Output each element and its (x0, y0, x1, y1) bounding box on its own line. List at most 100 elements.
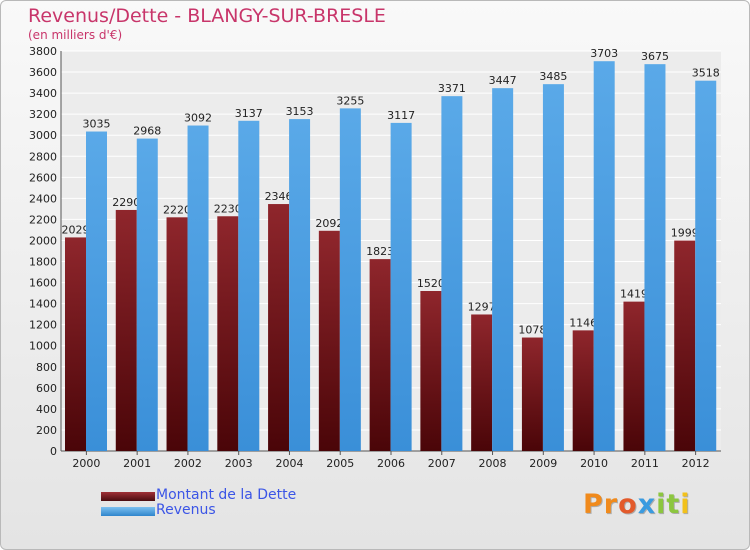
bar-dette (268, 204, 290, 451)
bar-revenus (644, 64, 666, 451)
data-label-revenus: 2968 (133, 125, 161, 138)
legend-swatch-revenus (101, 507, 155, 516)
y-tick-label: 3400 (29, 87, 57, 100)
data-label-dette: 1297 (468, 300, 496, 313)
bar-dette (115, 209, 137, 451)
data-label-revenus: 3137 (235, 107, 263, 120)
y-tick-label: 2400 (29, 192, 57, 205)
y-tick-label: 800 (36, 361, 57, 374)
bar-dette (318, 230, 340, 451)
logo-letter: t (666, 489, 681, 520)
bar-revenus (492, 88, 514, 451)
chart-title: Revenus/Dette - BLANGY-SUR-BRESLE (28, 5, 386, 27)
bar-dette (369, 259, 391, 451)
bar-revenus (542, 84, 564, 451)
y-tick-label: 600 (36, 382, 57, 395)
data-label-revenus: 3485 (539, 70, 567, 83)
y-tick-label: 2600 (29, 171, 57, 184)
y-tick-label: 3200 (29, 108, 57, 121)
logo-letter: o (618, 489, 638, 520)
data-label-revenus: 3092 (184, 112, 212, 125)
x-tick-label: 2001 (123, 457, 151, 470)
x-tick-label: 2004 (275, 457, 303, 470)
bar-dette (471, 314, 493, 451)
data-label-dette: 2029 (62, 223, 90, 236)
logo-letter: i (656, 489, 667, 520)
y-tick-label: 1200 (29, 319, 57, 332)
y-tick-label: 2000 (29, 234, 57, 247)
bar-dette (65, 237, 86, 451)
bar-dette (166, 217, 188, 451)
bar-revenus (238, 120, 260, 451)
bar-revenus (441, 96, 463, 451)
x-tick-label: 2005 (326, 457, 354, 470)
bar-revenus (187, 125, 209, 452)
chart-subtitle: (en milliers d'€) (28, 28, 123, 42)
data-label-revenus: 3153 (286, 105, 314, 118)
x-tick-label: 2010 (580, 457, 608, 470)
x-tick-label: 2012 (682, 457, 710, 470)
data-label-dette: 2092 (315, 217, 343, 230)
bar-dette (623, 301, 645, 451)
bar-dette (420, 291, 442, 451)
proxiti-logo: Proxiti (583, 489, 691, 520)
y-tick-label: 1400 (29, 298, 57, 311)
y-tick-label: 1000 (29, 340, 57, 353)
legend-label-dette: Montant de la Dette (156, 487, 297, 503)
data-label-revenus: 3675 (641, 50, 669, 63)
data-label-revenus: 3447 (489, 74, 517, 87)
x-tick-label: 2008 (479, 457, 507, 470)
data-label-dette: 1999 (671, 227, 699, 240)
legend-label-revenus: Revenus (156, 502, 216, 518)
y-tick-label: 0 (50, 445, 57, 458)
x-tick-label: 2006 (377, 457, 405, 470)
x-tick-label: 2003 (225, 457, 253, 470)
x-tick-label: 2007 (428, 457, 456, 470)
legend-swatch-dette (101, 492, 155, 501)
data-label-revenus: 3371 (438, 82, 466, 95)
bar-revenus (136, 138, 158, 451)
y-tick-label: 3800 (29, 45, 57, 58)
bar-dette (674, 240, 696, 451)
y-tick-label: 3600 (29, 66, 57, 79)
bar-revenus (86, 131, 107, 452)
y-tick-label: 1600 (29, 277, 57, 290)
bar-dette (217, 216, 239, 451)
data-label-revenus: 3117 (387, 109, 415, 122)
data-label-revenus: 3518 (692, 67, 720, 80)
y-tick-label: 400 (36, 403, 57, 416)
x-tick-label: 2002 (174, 457, 202, 470)
data-label-revenus: 3035 (83, 118, 111, 131)
bar-revenus (695, 80, 717, 452)
data-label-dette: 2220 (163, 203, 191, 216)
logo-letter: x (637, 489, 657, 520)
y-tick-label: 3000 (29, 129, 57, 142)
data-label-revenus: 3255 (336, 94, 364, 107)
data-label-dette: 1419 (620, 288, 648, 301)
x-tick-label: 2009 (529, 457, 557, 470)
data-label-dette: 1146 (569, 316, 597, 329)
bar-revenus (593, 61, 615, 452)
y-tick-label: 1800 (29, 256, 57, 269)
x-tick-label: 2011 (631, 457, 659, 470)
bar-revenus (339, 108, 361, 452)
data-label-dette: 1078 (518, 324, 546, 337)
bar-dette (521, 337, 543, 451)
bar-revenus (289, 119, 311, 452)
y-tick-label: 200 (36, 424, 57, 437)
data-label-dette: 2346 (265, 190, 293, 203)
bar-revenus (390, 122, 412, 451)
y-tick-label: 2800 (29, 150, 57, 163)
data-label-dette: 2290 (112, 196, 140, 209)
logo-letter: r (603, 489, 619, 520)
data-label-dette: 1823 (366, 245, 394, 258)
x-tick-label: 2000 (72, 457, 100, 470)
data-label-dette: 1520 (417, 277, 445, 290)
data-label-dette: 2230 (214, 202, 242, 215)
bar-dette (572, 330, 594, 451)
y-tick-label: 2200 (29, 213, 57, 226)
logo-letter: i (680, 489, 691, 520)
logo-letter: P (583, 489, 604, 520)
